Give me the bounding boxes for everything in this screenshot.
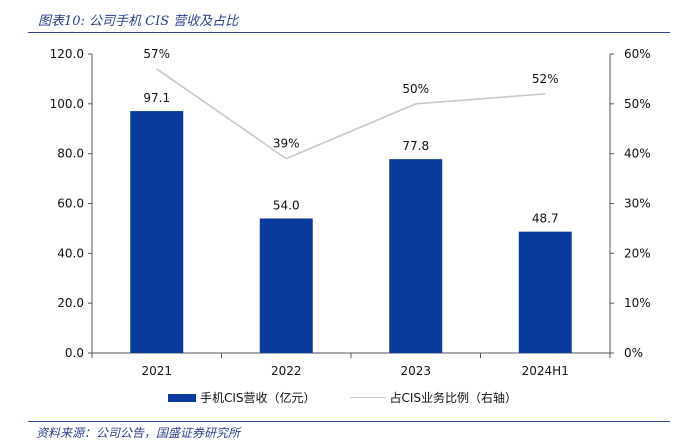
right-tick-label: 40%: [624, 147, 651, 161]
left-tick-label: 20.0: [57, 296, 84, 310]
line-data-label: 52%: [532, 72, 559, 86]
bar: [518, 231, 572, 353]
left-tick-label: 100.0: [50, 97, 84, 111]
right-tick-label: 60%: [624, 47, 651, 61]
x-tick-label: 2022: [271, 364, 302, 378]
left-tick-label: 0.0: [65, 346, 84, 360]
right-tick-label: 20%: [624, 246, 651, 260]
bar: [130, 111, 184, 353]
right-tick-label: 10%: [624, 296, 651, 310]
bar: [259, 218, 313, 353]
line-data-label: 50%: [402, 82, 429, 96]
right-tick-label: 50%: [624, 97, 651, 111]
legend: 手机CIS营收（亿元） 占CIS业务比例（右轴）: [0, 389, 685, 406]
legend-bar-swatch: [167, 393, 196, 402]
source-rule: [28, 421, 670, 422]
x-tick-label: 2023: [400, 364, 431, 378]
right-tick-label: 30%: [624, 197, 651, 211]
figure-title: 图表10: 公司手机 CIS 营收及占比: [38, 14, 239, 29]
title-rule: [28, 32, 670, 33]
bar-data-label: 54.0: [273, 198, 300, 212]
bar-data-label: 97.1: [143, 91, 170, 105]
chart: 0.0 20.0 40.0 60.0 80.0 100.0 120.0 0% 10% 20% 30%…: [50, 47, 651, 378]
legend-item-bar: 手机CIS营收（亿元）: [167, 389, 316, 406]
bar-data-label: 77.8: [402, 139, 429, 153]
line-data-label: 39%: [273, 137, 300, 151]
left-tick-label: 60.0: [57, 197, 84, 211]
legend-item-line: 占CIS业务比例（右轴）: [349, 389, 518, 406]
line-data-label: 57%: [143, 47, 170, 61]
source-note: 资料来源：公司公告，国盛证券研究所: [36, 426, 241, 440]
left-tick-label: 120.0: [50, 47, 84, 61]
legend-line-label: 占CIS业务比例（右轴）: [389, 391, 518, 405]
left-tick-label: 40.0: [57, 246, 84, 260]
legend-line-swatch: [349, 397, 386, 398]
legend-bar-label: 手机CIS营收（亿元）: [199, 391, 316, 405]
share-line: [156, 68, 546, 160]
bar-data-label: 48.7: [532, 212, 559, 226]
plot-area: 0.0 20.0 40.0 60.0 80.0 100.0 120.0 0% 10% 20% 30%…: [50, 47, 651, 378]
bar: [389, 159, 443, 353]
x-tick-label: 2024H1: [522, 364, 569, 378]
right-tick-label: 0%: [624, 346, 643, 360]
left-tick-label: 80.0: [57, 147, 84, 161]
x-tick-label: 2021: [141, 364, 172, 378]
